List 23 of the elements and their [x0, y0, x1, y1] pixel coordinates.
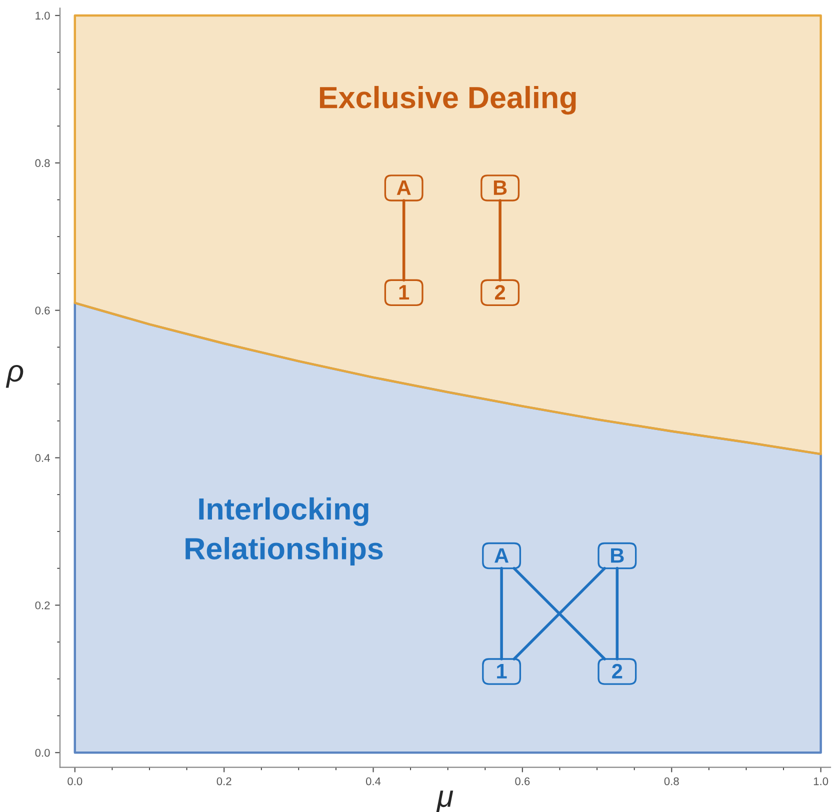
annotation: 2 — [612, 664, 622, 678]
x-tick-label: 0.6 — [515, 777, 530, 786]
y-tick-label: 0.0 — [35, 748, 50, 757]
annotation: B — [494, 180, 507, 195]
annotation: A — [396, 180, 411, 195]
annotation: 2 — [494, 284, 506, 300]
y-tick-label: 0.2 — [35, 601, 50, 610]
annotation: A — [494, 548, 509, 563]
x-tick-label: 0.2 — [216, 777, 232, 786]
y-tick-label: 0.8 — [35, 159, 50, 168]
x-tick-label: 1.0 — [814, 777, 828, 786]
annotation: 1 — [497, 664, 507, 678]
x-tick-label: 0.0 — [68, 777, 82, 786]
y-tick-label: 0.4 — [35, 454, 50, 462]
x-tick-label: 0.8 — [664, 777, 679, 786]
y-tick-label: 1.0 — [36, 12, 50, 20]
annotation: Exclusive Dealing — [320, 86, 576, 115]
annotation: B — [611, 548, 624, 563]
y-axis-title: ρ — [6, 364, 24, 388]
y-tick-label: 0.6 — [35, 306, 50, 314]
x-tick-label: 0.4 — [366, 777, 381, 786]
annotation: 1 — [399, 285, 410, 300]
annotation: Interlocking Relationships — [186, 497, 383, 566]
